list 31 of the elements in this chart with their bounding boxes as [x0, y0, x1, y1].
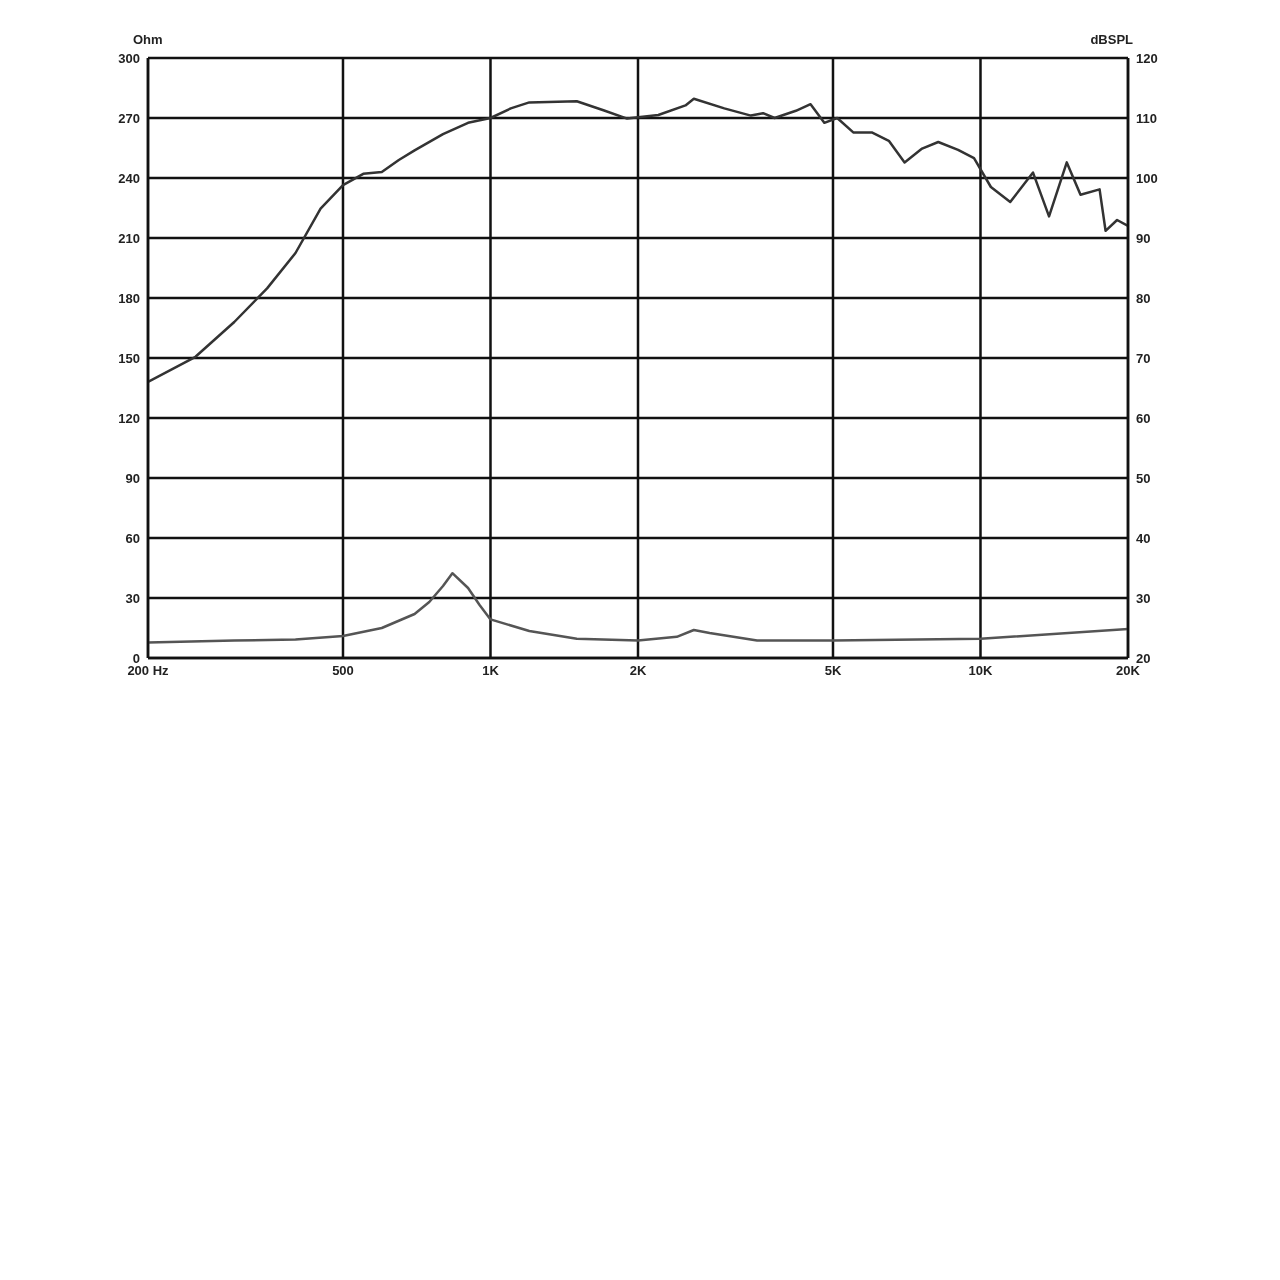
y2-tick-label: 50	[1136, 470, 1151, 486]
y-tick-label: 30	[125, 590, 140, 606]
x-tick-label: 20K	[1116, 663, 1141, 679]
y2-tick-label: 100	[1136, 170, 1158, 186]
y-tick-label: 150	[118, 350, 140, 366]
x-tick-label: 500	[332, 663, 354, 679]
y-tick-label: 180	[118, 290, 140, 306]
y2-tick-label: 120	[1136, 50, 1158, 66]
y2-tick-label: 80	[1136, 290, 1151, 306]
y-tick-label: 90	[125, 470, 140, 486]
y-tick-label: 270	[118, 110, 140, 126]
y2-tick-label: 40	[1136, 530, 1151, 546]
y-tick-label: 210	[118, 230, 140, 246]
x-tick-label: 5K	[824, 663, 842, 679]
y-tick-label: 300	[118, 50, 140, 66]
y-tick-label: 120	[118, 410, 140, 426]
x-tick-label: 10K	[968, 663, 994, 679]
x-tick-label: 1K	[482, 663, 500, 679]
y2-tick-label: 70	[1136, 350, 1151, 366]
y2-axis-title: dBSPL	[1090, 32, 1134, 48]
x-tick-label: 2K	[629, 663, 647, 679]
y2-tick-label: 90	[1136, 230, 1151, 246]
y-tick-label: 60	[125, 530, 140, 546]
x-tick-label: 200 Hz	[127, 663, 170, 679]
y-tick-label: 240	[118, 170, 140, 186]
y2-tick-label: 110	[1136, 110, 1157, 126]
y2-tick-label: 30	[1136, 590, 1151, 606]
y2-tick-label: 60	[1136, 410, 1151, 426]
y2-tick-label: 20	[1136, 650, 1151, 666]
y-tick-label: 0	[132, 650, 140, 666]
y-axis-title: Ohm	[133, 32, 163, 48]
